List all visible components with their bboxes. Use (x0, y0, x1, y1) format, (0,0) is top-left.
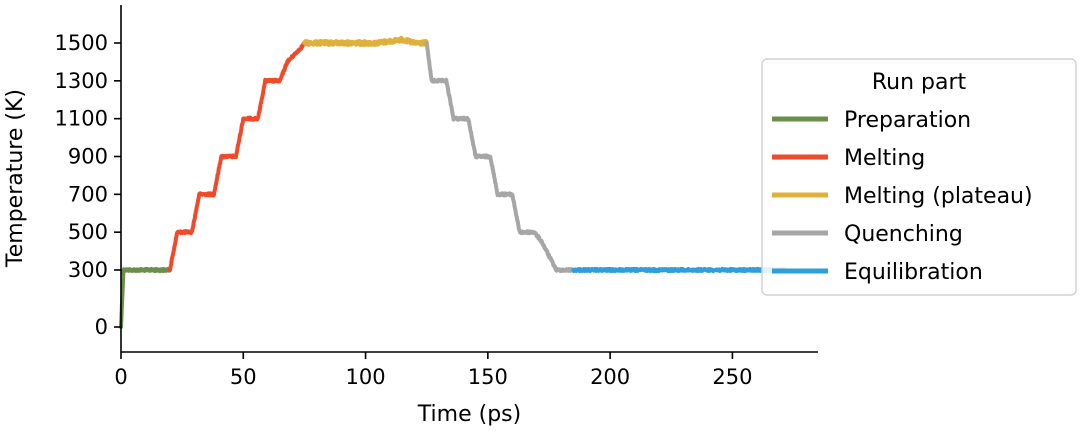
series-line (167, 41, 307, 272)
y-tick-label: 0 (95, 315, 108, 339)
y-tick-label: 300 (68, 258, 108, 282)
y-tick-label: 1100 (55, 107, 108, 131)
series-line (571, 266, 789, 274)
x-tick-label: 150 (468, 365, 508, 389)
x-tick-label: 100 (346, 365, 386, 389)
axes (120, 5, 818, 353)
y-tick-label: 900 (68, 145, 108, 169)
series-line (119, 266, 172, 329)
series-line (424, 41, 576, 274)
x-tick-label: 250 (712, 365, 752, 389)
plot-area (119, 35, 789, 329)
legend-items: Preparation Melting Melting (plateau) Quenc… (772, 108, 1033, 285)
y-tick-label: 1300 (55, 69, 108, 93)
x-tick-label: 50 (230, 365, 257, 389)
series-line (302, 35, 429, 47)
x-tick-label: 0 (114, 365, 127, 389)
y-tick-label: 1500 (55, 31, 108, 55)
legend-entry-label: Equilibration (844, 260, 983, 285)
y-tick-label: 700 (68, 182, 108, 206)
x-ticks: 0 50 100 150 200 250 (114, 352, 752, 389)
x-tick-label: 200 (590, 365, 630, 389)
legend-entry-label: Melting (844, 146, 925, 171)
y-tick-label: 500 (68, 220, 108, 244)
legend-entry-label: Preparation (844, 108, 971, 133)
legend: Run part Preparation Melting Melting (plat… (761, 58, 1077, 296)
y-ticks: 0 300 500 700 900 1100 1300 1500 (55, 31, 121, 339)
y-axis-title: Temperature (K) (3, 89, 28, 268)
legend-box (761, 58, 1077, 296)
x-axis-title: Time (ps) (417, 402, 521, 427)
legend-entry-label: Melting (plateau) (844, 184, 1033, 209)
legend-title: Run part (872, 70, 967, 95)
legend-entry-label: Quenching (844, 222, 963, 247)
